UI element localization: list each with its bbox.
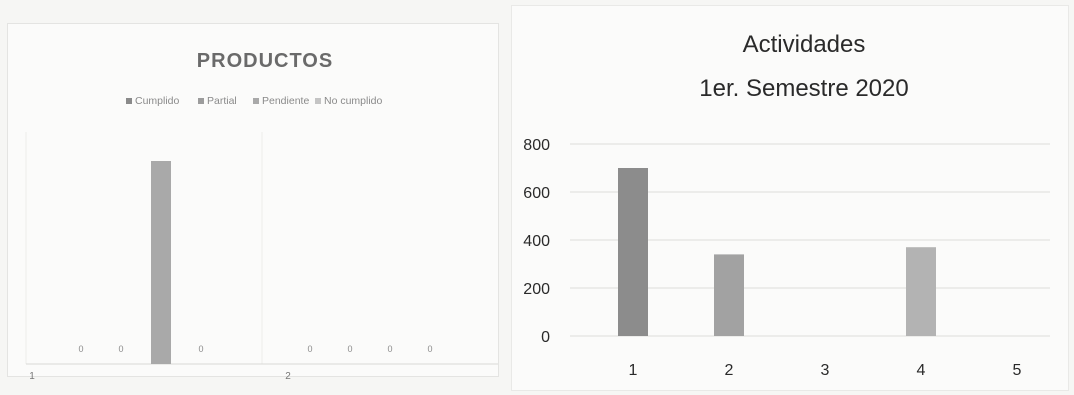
actividades-chart: Actividades 1er. Semestre 2020 0 200 400 600 8… xyxy=(523,31,1050,379)
data-label-4-1: 0 xyxy=(198,344,203,354)
x-tick-label-3: 3 xyxy=(821,362,830,379)
chart-title-line-2: 1er. Semestre 2020 xyxy=(699,75,908,102)
y-tick-label-800: 800 xyxy=(523,137,550,154)
x-tick-label-1: 1 xyxy=(29,371,35,382)
bar-4 xyxy=(906,247,936,336)
productos-chart: PRODUCTOS Cumplido Partial Pendiente No cump… xyxy=(25,50,498,382)
data-label-1-2: 0 xyxy=(307,344,312,354)
legend-swatch-4 xyxy=(315,98,321,104)
legend-label-3: Pendiente xyxy=(262,95,309,107)
data-label-4-2: 0 xyxy=(427,344,432,354)
bar-pendiente-1 xyxy=(151,161,171,364)
chart-title-line-1: Actividades xyxy=(743,31,866,58)
chart-title: PRODUCTOS xyxy=(197,50,333,72)
legend-label-4: No cumplido xyxy=(324,95,383,107)
data-label-2-1: 0 xyxy=(118,344,123,354)
x-tick-label-2: 2 xyxy=(285,371,291,382)
x-tick-label-5: 5 xyxy=(1013,362,1022,379)
y-tick-label-0: 0 xyxy=(541,329,550,346)
bar-2 xyxy=(714,254,744,336)
legend-swatch-3 xyxy=(253,98,259,104)
data-label-2-2: 0 xyxy=(347,344,352,354)
x-tick-label-2: 2 xyxy=(725,362,734,379)
bar-1 xyxy=(618,168,648,336)
y-tick-label-600: 600 xyxy=(523,185,550,202)
productos-chart-panel: PRODUCTOS Cumplido Partial Pendiente No cump… xyxy=(8,24,498,382)
x-tick-label-4: 4 xyxy=(917,362,926,379)
legend-label-2: Partial xyxy=(207,95,237,107)
y-tick-label-400: 400 xyxy=(523,233,550,250)
data-label-3-2: 0 xyxy=(387,344,392,354)
legend-swatch-1 xyxy=(126,98,132,104)
y-tick-label-200: 200 xyxy=(523,281,550,298)
actividades-chart-panel: Actividades 1er. Semestre 2020 0 200 400 600 8… xyxy=(512,6,1068,390)
x-tick-label-1: 1 xyxy=(629,362,638,379)
data-label-1-1: 0 xyxy=(78,344,83,354)
legend-swatch-2 xyxy=(198,98,204,104)
legend-label-1: Cumplido xyxy=(135,95,180,107)
